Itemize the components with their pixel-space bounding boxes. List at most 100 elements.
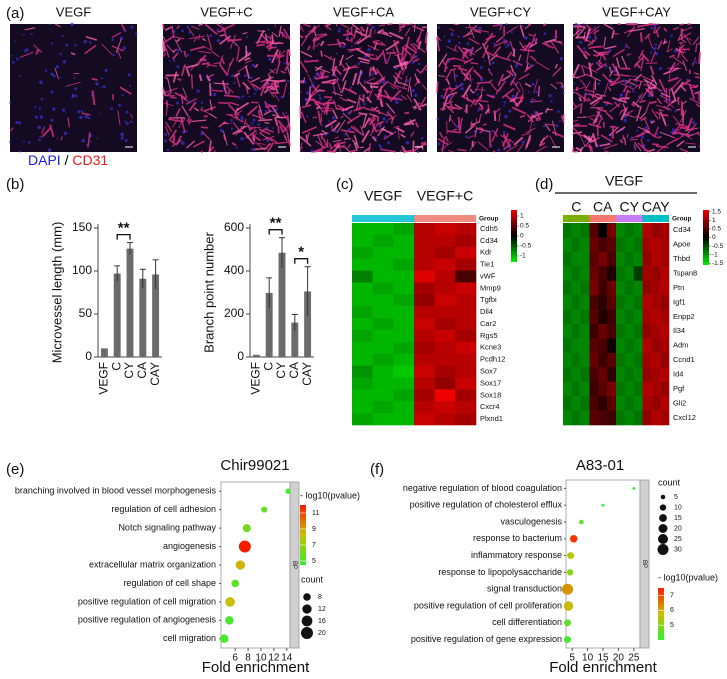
- vessel: [355, 29, 366, 37]
- vessel: [516, 96, 525, 108]
- vessel: [303, 77, 306, 84]
- nucleus: [85, 144, 88, 147]
- nucleus: [420, 136, 424, 140]
- vessel: [457, 116, 461, 132]
- vessel: [311, 84, 319, 92]
- heat-cell: [434, 294, 456, 307]
- nucleus: [185, 130, 188, 133]
- vessel: [561, 115, 565, 121]
- vessel: [182, 87, 188, 98]
- nucleus: [168, 59, 171, 62]
- colorbar: [300, 505, 306, 565]
- x-tick-label: 10: [582, 653, 594, 664]
- significance-label: **: [270, 215, 282, 232]
- nucleus: [135, 32, 138, 35]
- colorbar-tick-label: 7: [670, 592, 674, 599]
- nucleus: [363, 79, 366, 82]
- vessel: [200, 126, 209, 129]
- vessel: [583, 144, 592, 149]
- vessel: [359, 60, 370, 65]
- vessel: [576, 44, 587, 58]
- heat-cell: [589, 266, 599, 282]
- nucleus: [331, 116, 336, 120]
- nucleus: [405, 140, 410, 145]
- vessel: [234, 107, 239, 114]
- vessel: [487, 56, 491, 66]
- nucleus: [306, 115, 309, 118]
- vessel: [491, 128, 499, 142]
- vessel: [469, 99, 476, 108]
- vessel: [552, 66, 562, 77]
- panel-label: (a): [6, 5, 24, 22]
- heat-cell: [455, 306, 477, 319]
- vessel: [376, 121, 384, 126]
- vessel: [406, 94, 413, 103]
- nucleus: [607, 141, 610, 144]
- nucleus: [252, 118, 256, 122]
- nucleus: [508, 109, 512, 113]
- nucleus: [283, 32, 286, 35]
- heat-cell: [624, 352, 634, 368]
- vessel: [398, 28, 403, 33]
- heat-cell: [660, 280, 670, 296]
- nucleus: [623, 119, 627, 123]
- heat-cell: [455, 294, 477, 307]
- vessel: [578, 133, 586, 146]
- vessel: [198, 74, 203, 82]
- vessel: [525, 134, 532, 148]
- nucleus: [588, 35, 592, 39]
- nucleus: [210, 86, 213, 90]
- heat-cell: [607, 295, 617, 310]
- vessel: [251, 133, 262, 142]
- vessel: [352, 125, 359, 131]
- heat-cell: [633, 324, 643, 339]
- x-tick-label: 5: [569, 653, 575, 664]
- nucleus: [129, 84, 132, 87]
- bar: [252, 354, 260, 357]
- vessel: [301, 126, 318, 134]
- heat-cell: [571, 295, 581, 310]
- nucleus: [493, 42, 496, 46]
- vessel: [519, 114, 526, 118]
- vessel: [669, 78, 682, 91]
- nucleus: [440, 94, 444, 98]
- x-tick-label: CY: [122, 362, 136, 379]
- heat-cell: [616, 223, 626, 238]
- vessel: [624, 43, 631, 49]
- nucleus: [200, 101, 204, 104]
- heat-cell: [580, 381, 590, 397]
- x-tick-label: CA: [287, 362, 301, 379]
- vessel: [502, 123, 516, 131]
- vessel: [478, 114, 482, 123]
- vessel: [172, 71, 178, 83]
- vessel: [307, 45, 311, 51]
- nucleus: [511, 94, 515, 99]
- vessel: [393, 70, 402, 85]
- vessel: [473, 28, 489, 33]
- vessel: [302, 104, 312, 109]
- nucleus: [89, 41, 92, 44]
- colorbar: [511, 210, 517, 262]
- heat-cell: [414, 341, 435, 355]
- nucleus: [175, 101, 180, 105]
- vessel: [501, 75, 511, 82]
- vessel: [351, 73, 358, 86]
- size-legend-label: 12: [318, 606, 326, 613]
- vessel: [270, 137, 278, 144]
- heat-cell: [598, 381, 608, 397]
- nucleus: [436, 117, 439, 121]
- heat-cell: [616, 338, 626, 354]
- nucleus: [350, 45, 353, 48]
- vessel: [542, 23, 547, 27]
- vessel: [412, 25, 425, 32]
- vessel: [679, 148, 689, 153]
- heat-cell: [455, 329, 477, 343]
- vessel: [267, 46, 277, 50]
- y-tick-label: 0: [237, 349, 244, 363]
- nucleus: [543, 32, 547, 36]
- nucleus: [655, 52, 659, 56]
- vessel: [164, 125, 170, 136]
- vessel: [583, 31, 586, 40]
- vessel: [644, 101, 651, 114]
- vessel: [277, 125, 280, 134]
